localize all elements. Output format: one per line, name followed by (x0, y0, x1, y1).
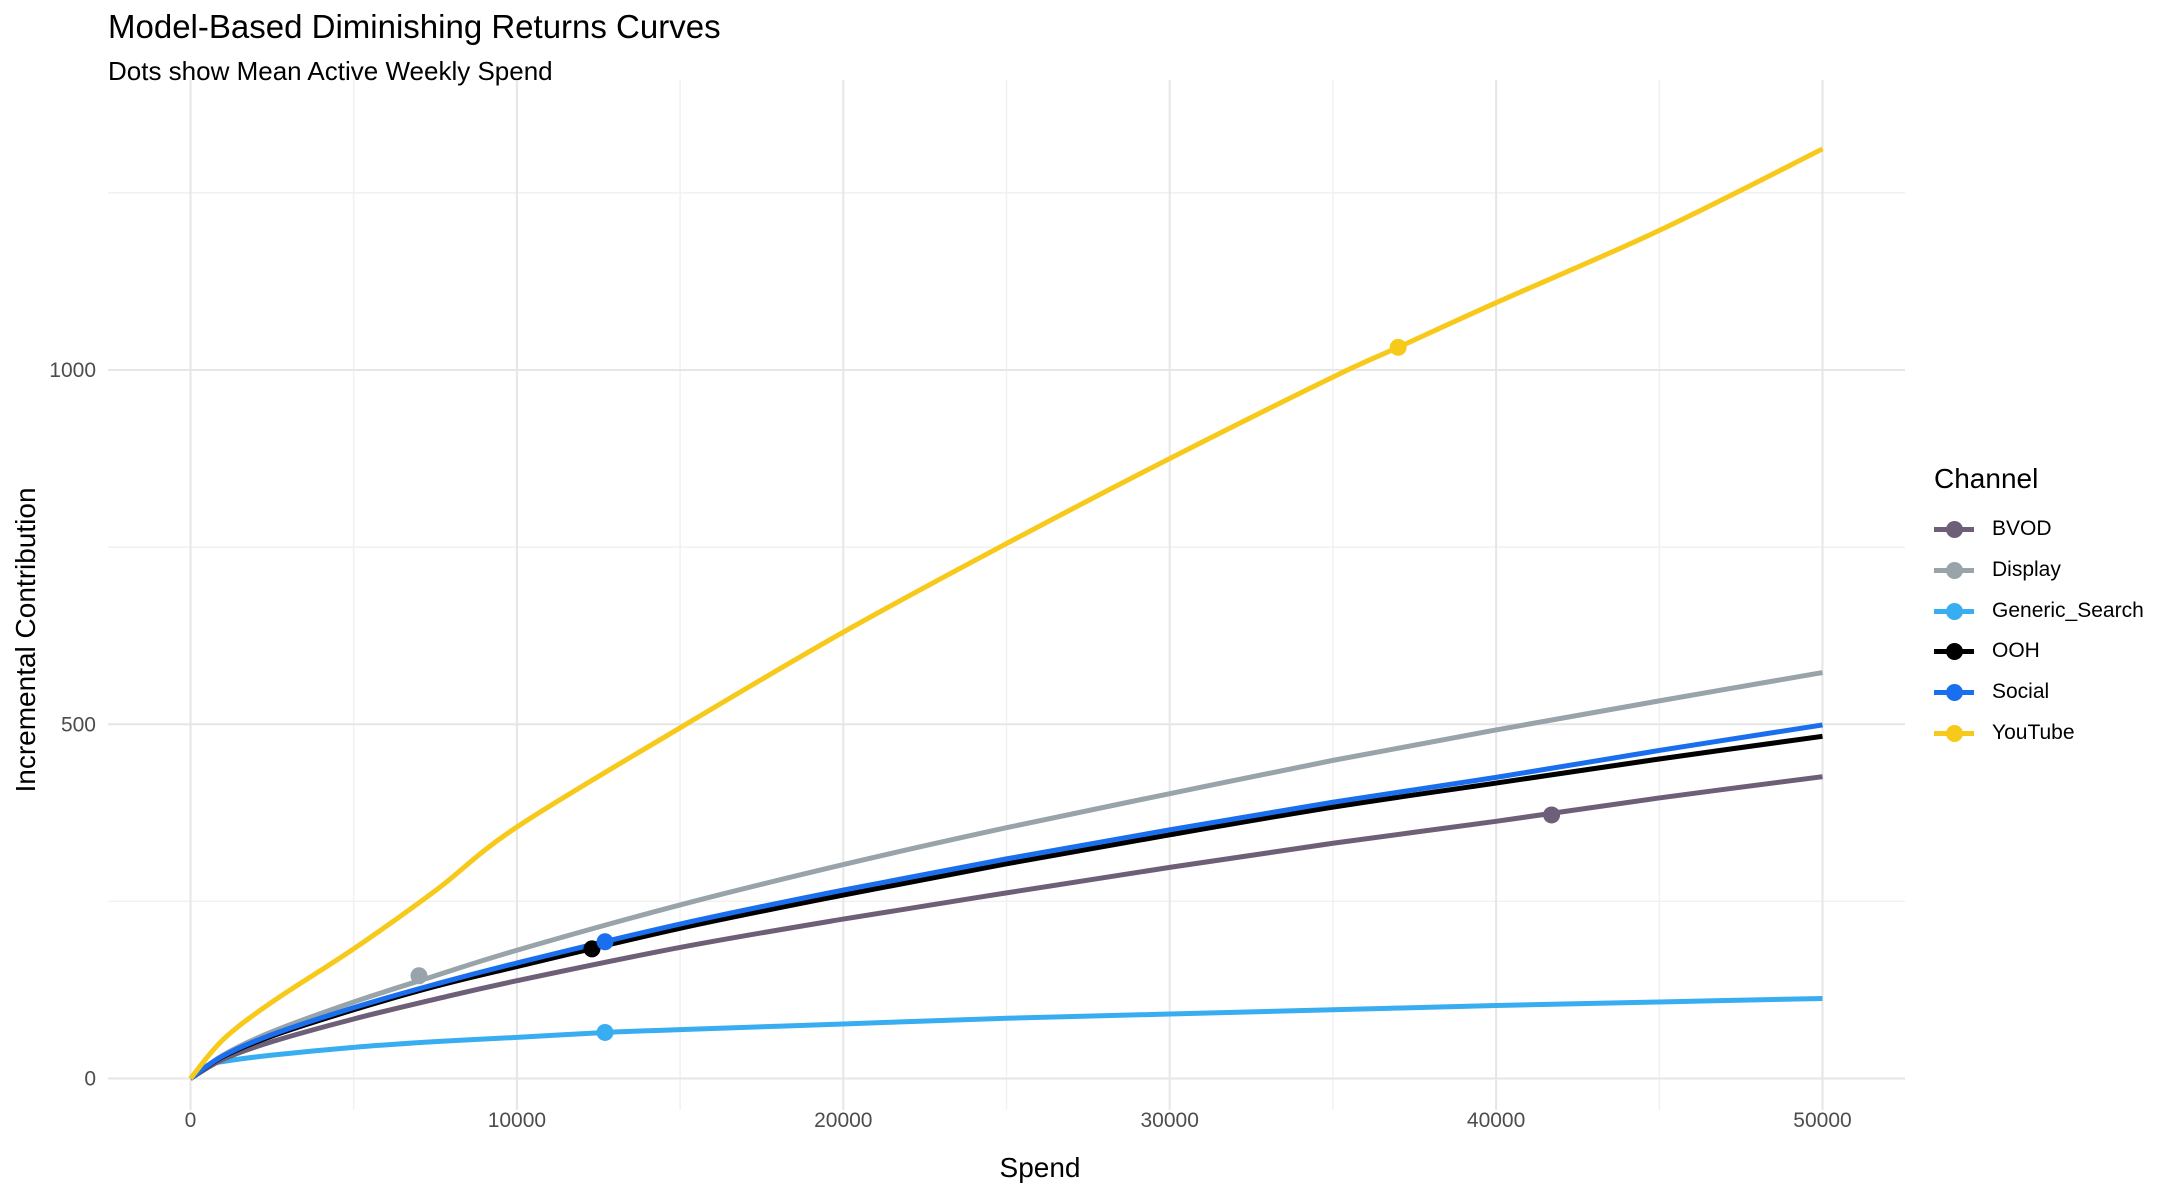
chart-title: Model-Based Diminishing Returns Curves (108, 8, 721, 45)
legend-key (1934, 601, 1974, 621)
series-line-social (189, 722, 1823, 1081)
mean-spend-dot-generic_search (596, 1023, 614, 1041)
series-lines (188, 146, 1824, 1081)
y-tick-label: 1000 (49, 359, 96, 382)
legend-item-display: Display (1934, 550, 2144, 591)
mean-spend-dot-bvod (1543, 806, 1561, 824)
y-tick-label: 0 (84, 1068, 96, 1091)
series-line-bvod (189, 774, 1823, 1081)
legend-item-bvod: BVOD (1934, 509, 2144, 550)
mean-spend-dot-social (596, 933, 614, 951)
legend-items: BVOD Display Generic_Search OOH Social YouTub… (1934, 509, 2144, 753)
legend-label: Generic_Search (1992, 598, 2144, 622)
x-tick-label: 50000 (1793, 1109, 1851, 1132)
x-axis-label: Spend (999, 1152, 1081, 1183)
legend-key (1934, 682, 1974, 702)
legend-label: Display (1992, 558, 2061, 582)
tick-labels: 0 10000 20000 30000 40000 50000 0 500 1000 (49, 359, 1851, 1132)
legend-item-ooh: OOH (1934, 631, 2144, 672)
legend-item-social: Social (1934, 672, 2144, 713)
x-tick-label: 40000 (1467, 1109, 1525, 1132)
legend-label: Social (1992, 680, 2050, 704)
legend-label: BVOD (1992, 517, 2052, 541)
y-tick-label: 500 (61, 713, 96, 736)
x-tick-label: 10000 (488, 1109, 546, 1132)
chart-subtitle: Dots show Mean Active Weekly Spend (108, 56, 553, 86)
legend-item-youtube: YouTube (1934, 712, 2144, 753)
x-tick-label: 0 (185, 1109, 197, 1132)
mean-spend-dot-ooh (583, 940, 601, 958)
x-tick-label: 30000 (1140, 1109, 1198, 1132)
x-tick-label: 20000 (814, 1109, 872, 1132)
legend-label: OOH (1992, 639, 2040, 663)
legend-key (1934, 641, 1974, 661)
legend-key (1934, 519, 1974, 539)
series-line-youtube (188, 146, 1824, 1081)
series-line-display (189, 670, 1823, 1081)
legend-key (1934, 560, 1974, 580)
mean-spend-dots (410, 338, 1561, 1041)
y-axis-label: Incremental Contribution (10, 487, 41, 793)
legend-title: Channel (1934, 463, 2039, 494)
mean-spend-dot-display (410, 967, 428, 985)
grid-lines (108, 80, 1905, 1110)
legend-item-generic_search: Generic_Search (1934, 590, 2144, 631)
legend-label: YouTube (1992, 720, 2075, 744)
legend: Channel BVOD Display Generic_Search OOH Soci… (1934, 463, 2144, 753)
legend-key (1934, 723, 1974, 743)
series-line-generic_search (188, 995, 1823, 1081)
mean-spend-dot-youtube (1389, 338, 1407, 356)
